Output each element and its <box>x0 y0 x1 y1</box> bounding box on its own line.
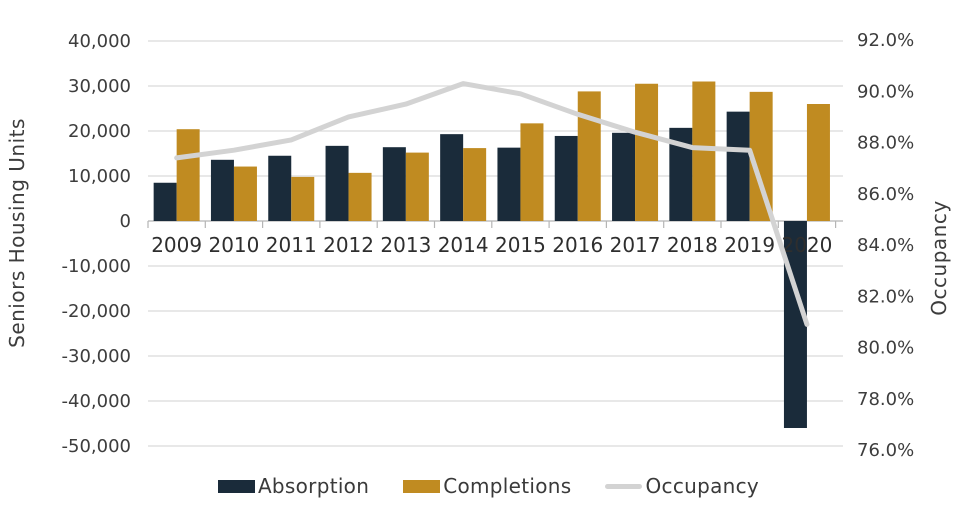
year-label-2013: 2013 <box>380 233 431 257</box>
year-label-2015: 2015 <box>495 233 546 257</box>
year-label-2020: 2020 <box>781 233 832 257</box>
gridlines <box>148 40 843 447</box>
year-label-2016: 2016 <box>552 233 603 257</box>
right-axis-tick-label: 90.0% <box>857 81 914 102</box>
bar-completions-2013 <box>405 152 429 221</box>
left-axis-tick-label: -50,000 <box>62 436 131 457</box>
bar-completions-2015 <box>520 123 544 221</box>
bar-completions-2020 <box>806 104 830 221</box>
x-axis-ticks <box>147 221 837 228</box>
left-axis-title: Seniors Housing Units <box>5 118 29 348</box>
right-axis-tick-label: 86.0% <box>857 184 914 205</box>
right-axis-tick-label: 76.0% <box>857 440 914 461</box>
bar-absorption-2014 <box>440 134 464 221</box>
bar-absorption-2019 <box>726 111 750 221</box>
bar-absorption-2011 <box>268 155 292 221</box>
left-axis-tick-label: 10,000 <box>68 166 131 187</box>
right-axis-title: Occupancy <box>927 200 951 315</box>
bar-completions-2012 <box>348 172 372 221</box>
right-axis-tick-label: 80.0% <box>857 338 914 359</box>
legend-swatch-occupancy <box>605 483 643 489</box>
right-axis-tick-labels: 92.0% 90.0% 88.0% 86.0% 84.0% 82.0% 80.0% 78.0%… <box>857 30 914 461</box>
bar-absorption-2017 <box>612 132 636 221</box>
occupancy-line <box>174 81 810 327</box>
bar-completions-2019 <box>749 91 773 221</box>
legend-swatch-absorption <box>217 479 255 493</box>
left-axis-tick-label: 30,000 <box>68 76 131 97</box>
bar-completions-2018 <box>692 81 716 221</box>
bar-completions-2011 <box>291 176 315 221</box>
right-axis-tick-label: 92.0% <box>857 30 914 51</box>
year-label-2019: 2019 <box>724 233 775 257</box>
right-axis-tick-label: 84.0% <box>857 235 914 256</box>
left-axis-tick-label: -20,000 <box>62 301 131 322</box>
bar-absorption-2013 <box>382 147 406 221</box>
bar-absorption-2016 <box>554 135 578 221</box>
legend-swatch-completions <box>403 479 441 493</box>
bar-completions-2014 <box>463 148 487 221</box>
right-axis-tick-label: 82.0% <box>857 286 914 307</box>
right-axis-tick-label: 78.0% <box>857 389 914 410</box>
occupancy-line-series <box>174 81 810 327</box>
left-axis-tick-label: -10,000 <box>62 256 131 277</box>
legend-item-occupancy: Occupancy <box>605 474 759 498</box>
year-label-2011: 2011 <box>266 233 317 257</box>
x-axis-year-labels: 2009 2010 2011 2012 2013 2014 2015 2016 2017 2018… <box>151 233 832 257</box>
bar-completions-2017 <box>635 83 659 221</box>
left-axis-tick-label: 40,000 <box>68 31 131 52</box>
legend-item-absorption: Absorption <box>217 474 370 498</box>
year-label-2014: 2014 <box>438 233 489 257</box>
year-label-2017: 2017 <box>610 233 661 257</box>
year-label-2009: 2009 <box>151 233 202 257</box>
legend-label: Completions <box>443 474 572 498</box>
legend-item-completions: Completions <box>403 474 571 498</box>
right-axis-tick-label: 88.0% <box>857 133 914 154</box>
left-axis-tick-labels: 40,000 30,000 20,000 10,000 0 -10,000 -20,000 -… <box>62 31 131 457</box>
chart-legend: Absorption Completions Occupancy <box>0 474 977 498</box>
legend-label: Occupancy <box>645 474 760 498</box>
bar-absorption-2015 <box>497 147 521 221</box>
bar-absorption-2009 <box>153 182 177 221</box>
left-axis-tick-label: -30,000 <box>62 346 131 367</box>
bar-absorption-2010 <box>210 159 234 221</box>
year-label-2018: 2018 <box>667 233 718 257</box>
year-label-2010: 2010 <box>208 233 259 257</box>
left-axis-tick-label: -40,000 <box>62 391 131 412</box>
left-axis-tick-label: 0 <box>120 211 131 232</box>
legend-label: Absorption <box>257 474 370 498</box>
bar-absorption-2012 <box>325 145 349 221</box>
bar-completions-2010 <box>233 166 257 221</box>
year-label-2012: 2012 <box>323 233 374 257</box>
left-axis-tick-label: 20,000 <box>68 121 131 142</box>
bar-completions-2009 <box>176 129 200 221</box>
bar-completions-2016 <box>577 91 601 222</box>
bar-absorption-2018 <box>669 127 693 221</box>
